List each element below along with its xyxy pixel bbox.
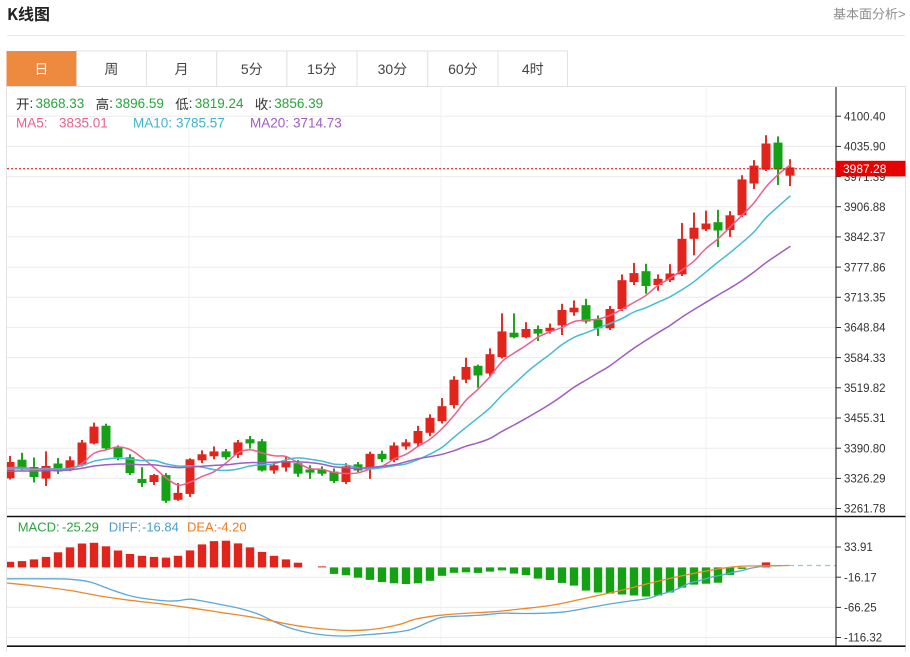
svg-text:3777.86: 3777.86 (844, 262, 886, 274)
svg-text:3835.01: 3835.01 (59, 116, 108, 131)
svg-text:4: 4 (522, 61, 530, 77)
svg-text:3648.84: 3648.84 (844, 323, 886, 335)
svg-text::: : (268, 96, 272, 111)
svg-text::: : (189, 96, 193, 111)
svg-text:MA20:: MA20: (250, 116, 289, 131)
svg-text:-16.17: -16.17 (844, 572, 877, 584)
svg-text:3326.29: 3326.29 (844, 474, 886, 486)
svg-text:30: 30 (378, 61, 394, 77)
svg-text:60: 60 (448, 61, 464, 77)
svg-text::: : (109, 96, 113, 111)
svg-text:-66.25: -66.25 (844, 603, 877, 615)
svg-text:>: > (898, 7, 906, 22)
svg-text:15: 15 (307, 61, 323, 77)
svg-text:MACD:: MACD: (18, 520, 60, 535)
svg-text:3714.73: 3714.73 (293, 116, 342, 131)
svg-text:DIFF:: DIFF: (109, 520, 142, 535)
svg-text::: : (30, 96, 34, 111)
svg-text:3519.82: 3519.82 (844, 383, 886, 395)
svg-text:3896.59: 3896.59 (115, 96, 164, 111)
svg-text:33.91: 33.91 (844, 542, 873, 554)
svg-text:3868.33: 3868.33 (36, 96, 85, 111)
svg-text:-4.20: -4.20 (217, 520, 247, 535)
svg-text:4100.40: 4100.40 (844, 111, 886, 123)
svg-text:3455.31: 3455.31 (844, 413, 886, 425)
svg-text:3819.24: 3819.24 (195, 96, 244, 111)
svg-text:3713.35: 3713.35 (844, 292, 886, 304)
svg-text:DEA:: DEA: (187, 520, 217, 535)
svg-text:3906.88: 3906.88 (844, 202, 886, 214)
svg-text:-116.32: -116.32 (844, 633, 882, 645)
svg-text:3261.78: 3261.78 (844, 504, 886, 516)
svg-text:-25.29: -25.29 (62, 520, 99, 535)
svg-text:-16.84: -16.84 (142, 520, 179, 535)
svg-text:MA10:: MA10: (133, 116, 172, 131)
svg-text:3842.37: 3842.37 (844, 232, 886, 244)
svg-text:3584.33: 3584.33 (844, 353, 886, 365)
svg-text:3390.80: 3390.80 (844, 443, 886, 455)
svg-text:3856.39: 3856.39 (274, 96, 323, 111)
svg-text:MA5:: MA5: (16, 116, 48, 131)
svg-text:4035.90: 4035.90 (844, 142, 886, 154)
svg-text:3785.57: 3785.57 (176, 116, 225, 131)
svg-text:5: 5 (241, 61, 249, 77)
svg-text:3987.28: 3987.28 (843, 162, 887, 176)
